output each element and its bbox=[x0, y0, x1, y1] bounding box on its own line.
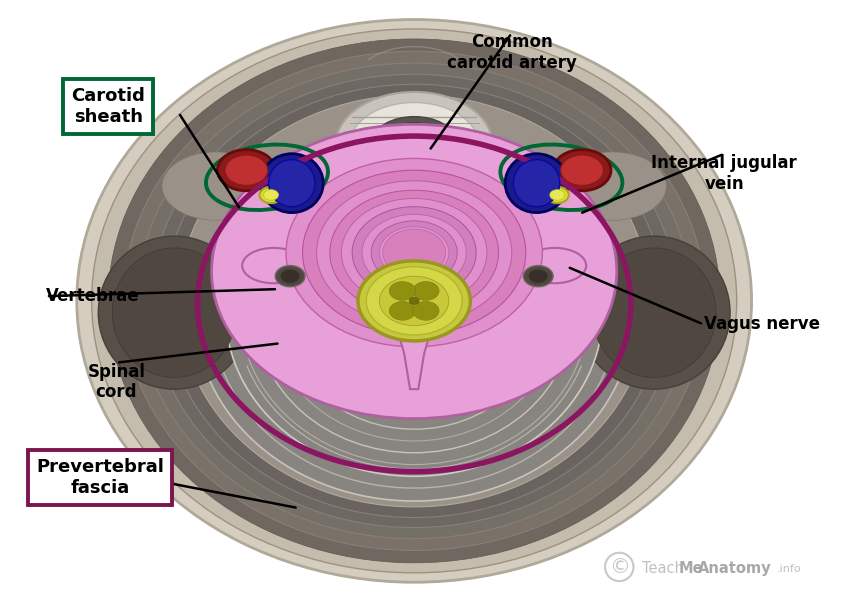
Ellipse shape bbox=[226, 149, 602, 476]
Ellipse shape bbox=[162, 152, 270, 220]
Ellipse shape bbox=[98, 236, 250, 389]
Ellipse shape bbox=[240, 161, 588, 464]
Text: Common
carotid artery: Common carotid artery bbox=[447, 33, 577, 72]
Ellipse shape bbox=[330, 190, 498, 315]
Circle shape bbox=[358, 261, 470, 341]
Text: Carotid
sheath: Carotid sheath bbox=[71, 87, 146, 126]
Circle shape bbox=[413, 281, 439, 300]
Ellipse shape bbox=[123, 51, 706, 550]
Ellipse shape bbox=[352, 206, 476, 299]
Circle shape bbox=[380, 276, 449, 326]
Circle shape bbox=[546, 186, 569, 203]
Text: Vertebrae: Vertebrae bbox=[47, 287, 140, 305]
Ellipse shape bbox=[342, 198, 487, 307]
Ellipse shape bbox=[261, 154, 323, 212]
Ellipse shape bbox=[559, 152, 667, 220]
Ellipse shape bbox=[375, 117, 453, 162]
Ellipse shape bbox=[578, 236, 730, 389]
Ellipse shape bbox=[382, 229, 446, 276]
Ellipse shape bbox=[514, 160, 560, 206]
Ellipse shape bbox=[179, 95, 650, 507]
Circle shape bbox=[389, 301, 415, 320]
Ellipse shape bbox=[385, 123, 443, 156]
Ellipse shape bbox=[77, 19, 751, 582]
Circle shape bbox=[553, 150, 611, 191]
Circle shape bbox=[366, 267, 462, 335]
Ellipse shape bbox=[269, 160, 315, 206]
Circle shape bbox=[409, 297, 419, 304]
Circle shape bbox=[260, 186, 283, 203]
Ellipse shape bbox=[437, 150, 499, 175]
Circle shape bbox=[524, 266, 553, 287]
Ellipse shape bbox=[212, 137, 617, 488]
Ellipse shape bbox=[362, 214, 466, 291]
Ellipse shape bbox=[113, 248, 236, 378]
Ellipse shape bbox=[349, 103, 479, 187]
Ellipse shape bbox=[283, 196, 545, 429]
Ellipse shape bbox=[592, 248, 716, 378]
Ellipse shape bbox=[303, 170, 526, 335]
Ellipse shape bbox=[242, 248, 305, 283]
Circle shape bbox=[275, 266, 305, 287]
Text: Vagus nerve: Vagus nerve bbox=[704, 316, 820, 333]
Ellipse shape bbox=[195, 124, 634, 501]
Ellipse shape bbox=[255, 172, 573, 453]
Circle shape bbox=[225, 155, 268, 185]
Text: ©: © bbox=[609, 557, 629, 577]
Ellipse shape bbox=[306, 141, 522, 178]
Circle shape bbox=[528, 269, 548, 283]
Ellipse shape bbox=[329, 150, 392, 175]
Text: Spinal
cord: Spinal cord bbox=[87, 363, 146, 401]
Ellipse shape bbox=[524, 248, 586, 283]
Circle shape bbox=[561, 155, 603, 185]
Ellipse shape bbox=[151, 74, 677, 527]
Ellipse shape bbox=[336, 92, 492, 198]
Ellipse shape bbox=[371, 221, 457, 284]
Ellipse shape bbox=[380, 227, 449, 278]
Circle shape bbox=[280, 269, 300, 283]
Ellipse shape bbox=[316, 181, 512, 324]
Text: Internal jugular
vein: Internal jugular vein bbox=[651, 154, 797, 192]
Ellipse shape bbox=[212, 124, 617, 419]
Circle shape bbox=[264, 189, 278, 200]
Circle shape bbox=[413, 301, 439, 320]
Ellipse shape bbox=[505, 154, 568, 212]
Ellipse shape bbox=[286, 159, 542, 347]
Ellipse shape bbox=[108, 39, 720, 563]
Ellipse shape bbox=[91, 29, 737, 573]
Ellipse shape bbox=[137, 63, 691, 539]
Text: Prevertebral
fascia: Prevertebral fascia bbox=[36, 458, 164, 497]
Text: Teach: Teach bbox=[641, 561, 684, 576]
Polygon shape bbox=[396, 324, 432, 389]
Circle shape bbox=[550, 189, 564, 200]
Text: Me: Me bbox=[678, 561, 703, 576]
Ellipse shape bbox=[270, 184, 559, 441]
Circle shape bbox=[389, 281, 415, 300]
Circle shape bbox=[217, 150, 275, 191]
Ellipse shape bbox=[310, 219, 518, 406]
Ellipse shape bbox=[299, 208, 530, 418]
Text: .info: .info bbox=[777, 563, 801, 573]
Text: Anatomy: Anatomy bbox=[698, 561, 772, 576]
Ellipse shape bbox=[164, 84, 664, 517]
